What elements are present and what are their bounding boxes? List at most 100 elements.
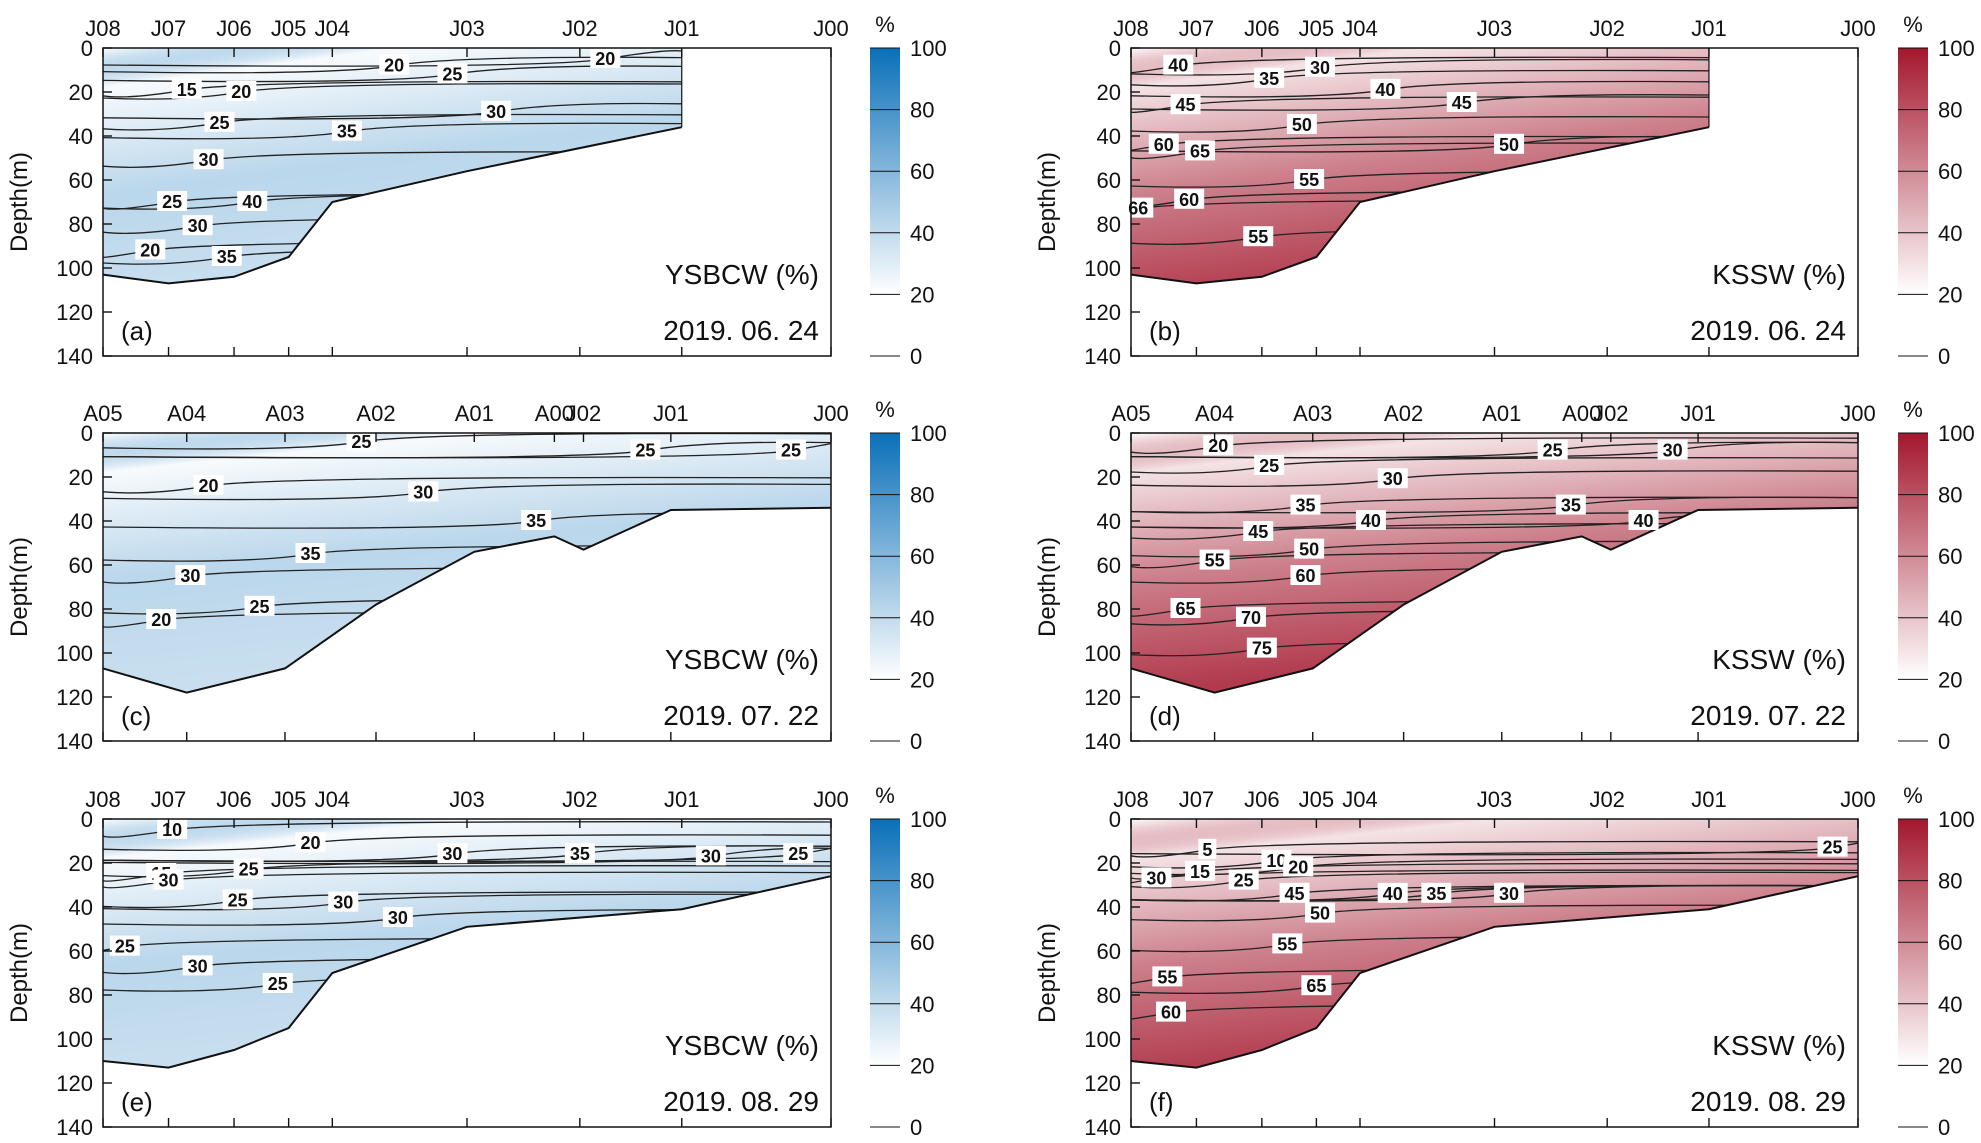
colorbar-fill [1898, 433, 1928, 741]
station-label: J00 [813, 401, 848, 426]
contour-label: 20 [384, 56, 404, 76]
ytick-label: 100 [1084, 256, 1121, 281]
station-label: J05 [1299, 787, 1334, 812]
colorbar-tick-label: 0 [910, 729, 922, 754]
contour-label-bg [481, 100, 512, 121]
contour-label-bg [244, 595, 275, 616]
station-label: J03 [1477, 16, 1512, 41]
station-label: A02 [1384, 401, 1423, 426]
contour-line [1131, 116, 1709, 133]
contour-label: 35 [217, 247, 237, 267]
contour-label: 65 [1176, 599, 1196, 619]
variable-label: KSSW (%) [1712, 644, 1846, 675]
contour-label: 25 [268, 974, 288, 994]
colorbar-tick-label: 20 [1938, 282, 1962, 307]
ytick-label: 140 [56, 344, 93, 369]
contour-line [103, 834, 831, 851]
colorbar-tick-label: 60 [910, 544, 934, 569]
station-label: J08 [1113, 16, 1148, 41]
contour-label-bg [1421, 882, 1452, 903]
contour-label-bg [346, 430, 377, 451]
station-label: J00 [813, 16, 848, 41]
colorbar: % 100 80 60 40 20 0 [870, 783, 947, 1140]
station-label: J01 [664, 16, 699, 41]
contour-label-bg [1185, 140, 1216, 161]
bottom-profile [102, 126, 682, 285]
date-label: 2019. 08. 29 [1690, 1086, 1846, 1117]
contour-label: 30 [388, 908, 408, 928]
ytick-label: 100 [1084, 641, 1121, 666]
contour-label-bg [564, 843, 595, 864]
ytick-label: 0 [1109, 421, 1121, 446]
contour-label: 40 [1168, 56, 1188, 76]
contour-label: 25 [162, 192, 182, 212]
y-axis-label: Depth(m) [1034, 923, 1061, 1023]
contour-label: 45 [1248, 522, 1268, 542]
y-axis-label: Depth(m) [1034, 152, 1061, 252]
contour-line [103, 893, 831, 911]
contour-label-bg [1817, 836, 1848, 857]
contour-label: 40 [242, 192, 262, 212]
contour-label: 25 [351, 432, 371, 452]
contour-label-bg [182, 955, 213, 976]
ytick-label: 120 [56, 300, 93, 325]
contour-label: 35 [570, 844, 590, 864]
colorbar-tick-label: 20 [1938, 667, 1962, 692]
station-label: J05 [1299, 16, 1334, 41]
contour-label-bg [437, 843, 468, 864]
contour-label: 30 [188, 216, 208, 236]
contour-label: 35 [1295, 496, 1315, 516]
contour-label: 50 [1499, 135, 1519, 155]
colorbar-tick-label: 100 [910, 807, 947, 832]
contour-label: 55 [1205, 551, 1225, 571]
contour-label: 10 [162, 820, 182, 840]
contour-label-bg [1657, 439, 1688, 460]
contour-label: 20 [1288, 857, 1308, 877]
panel-label: (f) [1149, 1087, 1174, 1117]
contour-label-bg [1243, 226, 1274, 247]
contour-line [1131, 56, 1709, 74]
contour-label-bg [1370, 78, 1401, 99]
panel-d: 20 25 25 30 30 35 35 40 40 45 50 55 60 65 70 75 0 20 40 60 8… [1034, 401, 1876, 754]
contour-label: 50 [1299, 540, 1319, 560]
date-label: 2019. 07. 22 [663, 700, 819, 731]
y-axis-label: Depth(m) [6, 537, 33, 637]
contour-label-bg [1148, 133, 1179, 154]
colorbar-tick-label: 20 [1938, 1053, 1962, 1078]
station-label: A05 [83, 401, 122, 426]
colorbar-tick-label: 0 [1938, 344, 1950, 369]
contour-label: 60 [1179, 190, 1199, 210]
contour-label: 25 [635, 441, 655, 461]
variable-label: YSBCW (%) [665, 1030, 819, 1061]
ytick-label: 20 [1097, 80, 1121, 105]
colorbar-tick-label: 40 [910, 992, 934, 1017]
ytick-label: 100 [56, 256, 93, 281]
station-label: J02 [566, 401, 601, 426]
contour-label: 35 [337, 122, 357, 142]
contour-line [1131, 69, 1709, 87]
contour-label-bg [1228, 869, 1259, 890]
panel-label: (c) [121, 701, 151, 731]
station-label: J03 [1477, 787, 1512, 812]
colorbar-fill [1898, 819, 1928, 1127]
contour-label: 30 [413, 482, 433, 502]
station-label: J08 [85, 787, 120, 812]
contour-label-bg [1283, 856, 1314, 877]
ytick-label: 20 [69, 851, 93, 876]
date-label: 2019. 08. 29 [663, 1086, 819, 1117]
contour-label-bg [630, 439, 661, 460]
station-label: A01 [455, 401, 494, 426]
panel-e: 1015302025303530252530302530250204060801… [6, 787, 849, 1140]
contour-label: 30 [1499, 884, 1519, 904]
contour-line [1131, 838, 1858, 856]
contour-label: 30 [1146, 868, 1166, 888]
contour-line [103, 891, 831, 909]
contour-label: 30 [1310, 58, 1330, 78]
ytick-label: 20 [1097, 851, 1121, 876]
station-label: J07 [1179, 787, 1214, 812]
contour-label-bg [109, 935, 140, 956]
contour-label-bg [1305, 56, 1336, 77]
station-label: J02 [1589, 787, 1624, 812]
contour-label-bg [1185, 860, 1216, 881]
